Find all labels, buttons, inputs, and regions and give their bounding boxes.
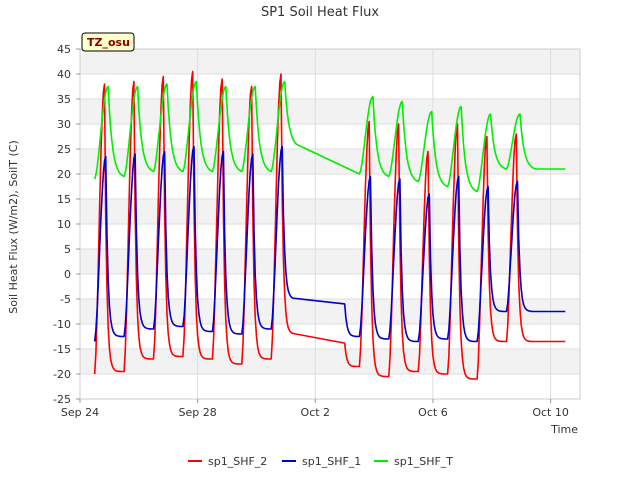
- plot-band: [80, 299, 580, 324]
- x-tick-label: Sep 24: [61, 406, 99, 419]
- x-tick-label: Oct 6: [418, 406, 448, 419]
- series-line-sp1_SHF_1: [93, 145, 566, 343]
- plot-band: [80, 74, 580, 99]
- plot-band: [80, 374, 580, 399]
- plot-background: [80, 49, 580, 399]
- series-line-sp1_SHF_T: [93, 80, 566, 193]
- y-tick-label: -5: [60, 293, 71, 306]
- y-tick-label: 45: [57, 43, 71, 56]
- x-tick-label: Oct 10: [532, 406, 569, 419]
- y-tick-label: -10: [53, 318, 71, 331]
- plot-band: [80, 349, 580, 374]
- plot-band: [80, 49, 580, 74]
- site-badge-label: TZ_osu: [87, 36, 130, 49]
- legend-label: sp1_SHF_T: [394, 455, 453, 468]
- x-tick-label: Sep 28: [179, 406, 217, 419]
- plot-band: [80, 124, 580, 149]
- series-line-sp1_SHF_2: [93, 70, 566, 380]
- y-tick-label: -20: [53, 368, 71, 381]
- plot-band: [80, 199, 580, 224]
- legend-label: sp1_SHF_2: [208, 455, 267, 468]
- legend-label: sp1_SHF_1: [302, 455, 361, 468]
- y-tick-label: 20: [57, 168, 71, 181]
- plot-band: [80, 224, 580, 249]
- y-tick-label: 10: [57, 218, 71, 231]
- x-tick-label: Oct 2: [301, 406, 331, 419]
- y-tick-label: 25: [57, 143, 71, 156]
- y-axis: -25 -20 -15 -10 -5 0 5 10 15 20 25 30 35 40 45: [53, 43, 80, 406]
- site-badge: TZ_osu: [81, 32, 135, 52]
- plot-band: [80, 249, 580, 274]
- y-tick-label: 30: [57, 118, 71, 131]
- plot-band: [80, 324, 580, 349]
- y-axis-title: Soil Heat Flux (W/m2), SoilT (C): [7, 140, 20, 313]
- y-tick-label: 35: [57, 93, 71, 106]
- y-tick-label: 0: [64, 268, 71, 281]
- x-axis-title: Time: [550, 423, 578, 436]
- y-tick-label: -25: [53, 393, 71, 406]
- y-tick-label: 5: [64, 243, 71, 256]
- x-axis: Sep 24 Sep 28 Oct 2 Oct 6 Oct 10: [61, 399, 569, 419]
- y-tick-label: -15: [53, 343, 71, 356]
- plot-band: [80, 174, 580, 199]
- chart-title: SP1 Soil Heat Flux: [261, 5, 379, 20]
- y-tick-label: 40: [57, 68, 71, 81]
- plot-band: [80, 274, 580, 299]
- legend: sp1_SHF_2 sp1_SHF_1 sp1_SHF_T: [188, 455, 453, 468]
- y-tick-label: 15: [57, 193, 71, 206]
- series-layer: [93, 70, 566, 380]
- plot-band: [80, 99, 580, 124]
